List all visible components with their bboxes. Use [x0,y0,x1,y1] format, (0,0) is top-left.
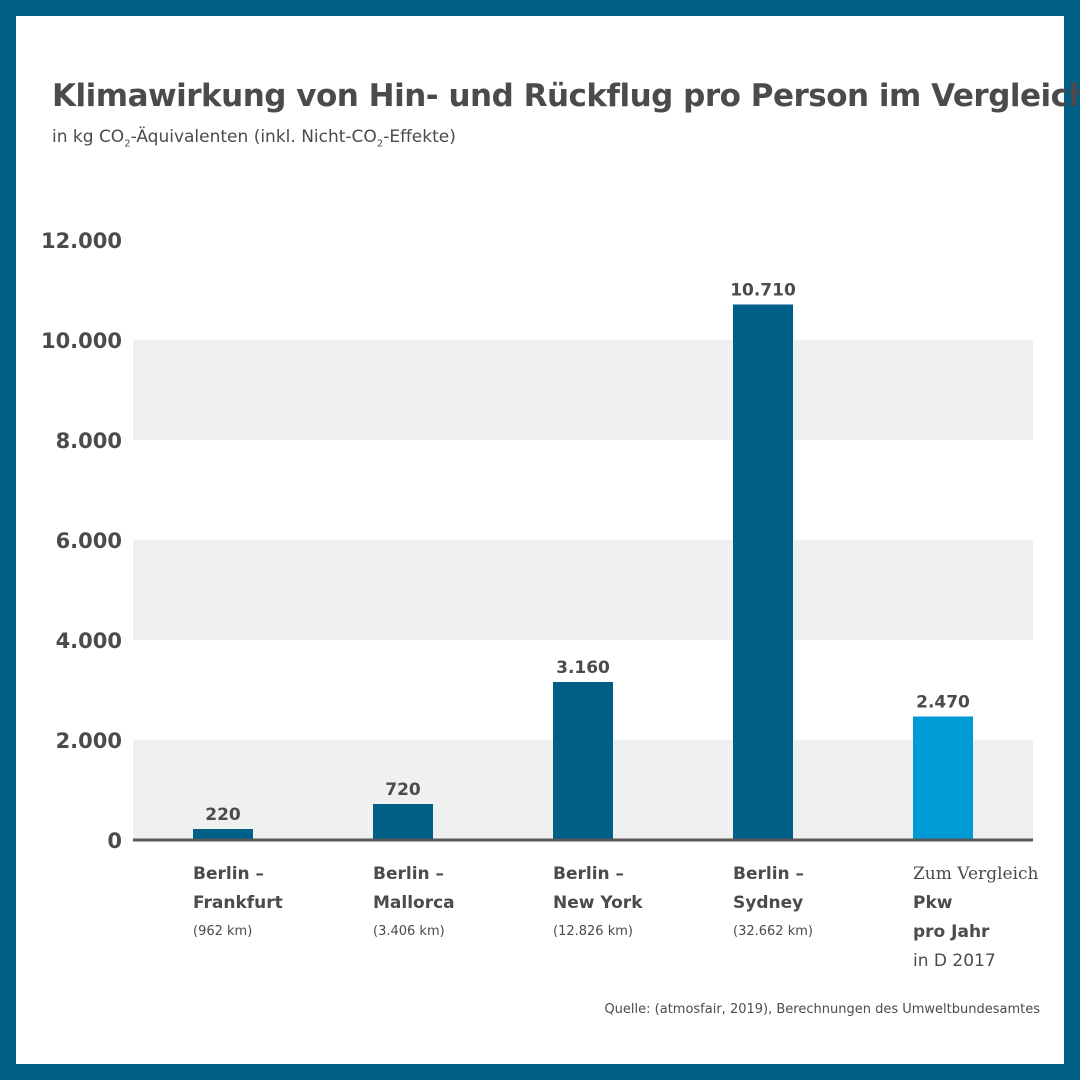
grid-band [133,340,1033,440]
x-category-label: Mallorca [373,893,455,913]
x-category-label: in D 2017 [913,951,996,971]
x-category-label: Berlin – [733,864,804,884]
bar [373,804,433,840]
x-category-label: Frankfurt [193,893,283,913]
y-tick-label: 8.000 [56,429,122,453]
bar [553,682,613,840]
x-category-label: Zum Vergleich [913,864,1039,884]
bar [733,304,793,840]
y-tick-label: 2.000 [56,729,122,753]
grid-band [133,540,1033,640]
chart-subtitle: in kg CO2-Äquivalenten (inkl. Nicht-CO2-… [52,127,456,150]
y-tick-label: 10.000 [41,329,122,353]
x-category-label: (962 km) [193,924,252,939]
data-label: 720 [385,780,421,800]
x-category-label: (3.406 km) [373,924,445,939]
chart-title: Klimawirkung von Hin- und Rückflug pro P… [52,78,1080,114]
x-category-label: Berlin – [373,864,444,884]
x-category-label: pro Jahr [913,922,990,942]
x-category-label: Pkw [913,893,953,913]
y-tick-label: 0 [107,829,122,853]
y-tick-label: 6.000 [56,529,122,553]
x-category-label: Berlin – [553,864,624,884]
x-category-label: New York [553,893,643,913]
data-label: 3.160 [556,658,610,678]
x-category-label: Sydney [733,893,803,913]
data-label: 2.470 [916,693,970,713]
y-tick-label: 4.000 [56,629,122,653]
bar [193,829,253,840]
data-label: 220 [205,805,241,825]
x-category-label: (32.662 km) [733,924,813,939]
x-category-label: (12.826 km) [553,924,633,939]
source-note: Quelle: (atmosfair, 2019), Berechnungen … [604,1002,1040,1017]
y-tick-label: 12.000 [41,229,122,253]
x-category-label: Berlin – [193,864,264,884]
data-label: 10.710 [730,281,796,301]
bar [913,716,973,840]
